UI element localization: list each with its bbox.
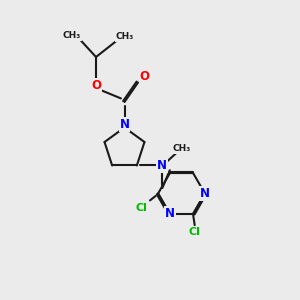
Text: N: N	[165, 207, 175, 220]
Text: CH₃: CH₃	[173, 144, 191, 153]
Text: N: N	[157, 159, 167, 172]
Text: CH₃: CH₃	[63, 31, 81, 40]
Text: Cl: Cl	[189, 227, 201, 237]
Text: CH₃: CH₃	[116, 32, 134, 41]
Text: N: N	[119, 118, 130, 131]
Text: N: N	[200, 187, 210, 200]
Text: O: O	[91, 79, 101, 92]
Text: O: O	[140, 70, 150, 83]
Text: Cl: Cl	[136, 202, 148, 213]
